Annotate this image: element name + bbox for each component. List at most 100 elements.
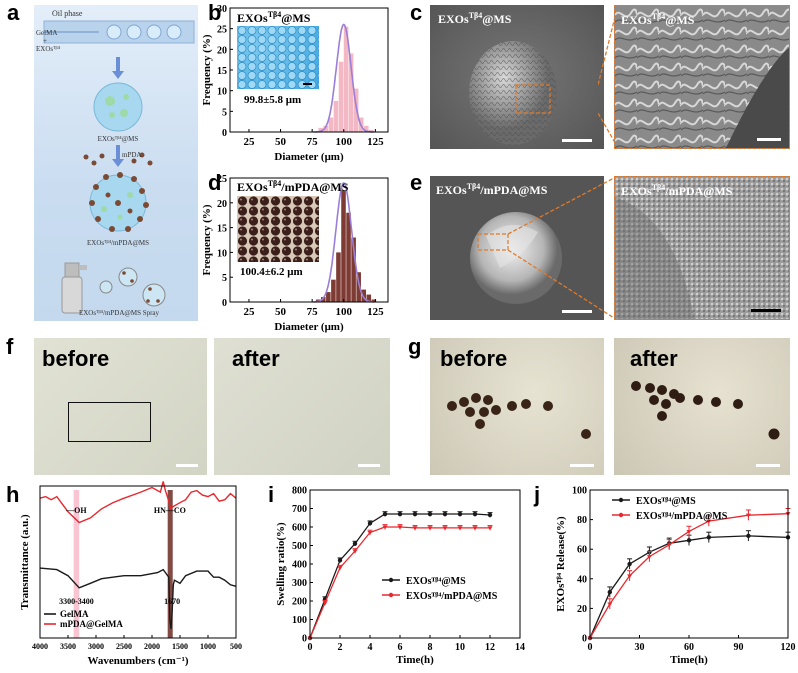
- microsphere-sem-c: [469, 41, 592, 145]
- panel-label-i: i: [268, 482, 275, 507]
- histogram-bar: [363, 125, 369, 132]
- histogram-bar: [338, 61, 344, 132]
- x-tick-label: 75: [307, 306, 319, 318]
- histogram-bar: [343, 26, 349, 133]
- x-tick-label: 4: [368, 642, 373, 653]
- y-tick-label: 0: [222, 128, 227, 139]
- x-tick-label: 60: [684, 642, 694, 653]
- scale-bar-f-before: [176, 464, 198, 467]
- title-c-left: EXOsTβ4@MS: [438, 11, 512, 26]
- data-point: [627, 561, 632, 567]
- data-point: [337, 558, 343, 563]
- panel-label-a: a: [7, 0, 20, 25]
- data-point: [367, 521, 373, 526]
- data-point: [427, 526, 433, 531]
- y-tick-label: 80: [577, 515, 587, 526]
- sem-image-e-right: EXOsTβ4/mPDA@MS: [614, 176, 790, 320]
- legend-marker: [388, 577, 394, 583]
- data-point: [322, 601, 328, 606]
- x-tick-label: 120: [781, 642, 796, 653]
- legend-marker: [618, 497, 624, 503]
- porous-texture-e: [615, 177, 789, 319]
- x-axis-label: Wavenumbers (cm⁻¹): [87, 655, 188, 667]
- data-point: [337, 566, 343, 571]
- schematic-drawing: [43, 20, 195, 314]
- data-point: [442, 511, 448, 517]
- y-tick-label: 5: [222, 273, 227, 284]
- plot-frame: [229, 177, 389, 303]
- x-tick-label: 100: [336, 306, 353, 318]
- plot-frame: [39, 485, 237, 639]
- x-axis-label: Diameter (μm): [274, 151, 344, 163]
- x-tick-label: 4000: [32, 642, 48, 651]
- data-point: [352, 541, 358, 546]
- oil-phase-label: Oil phase: [52, 9, 83, 18]
- y-tick-label: 100: [292, 615, 307, 626]
- plus-label: +: [43, 37, 47, 45]
- y-tick-label: 40: [577, 574, 587, 585]
- data-point: [487, 512, 493, 518]
- y-tick-label: 15: [217, 224, 227, 235]
- histogram-bar: [356, 272, 361, 302]
- data-point: [487, 526, 493, 531]
- y-tick-label: 25: [217, 25, 227, 36]
- histogram-bar: [328, 117, 334, 132]
- x-axis-label: Time(h): [670, 654, 708, 666]
- data-point: [666, 543, 672, 548]
- panel-label-j: j: [534, 482, 541, 507]
- data-point: [442, 526, 448, 531]
- after-label-g: after: [630, 346, 678, 371]
- x-tick-label: 1000: [200, 642, 216, 651]
- ftir-chart-h: 4000 3500 3000 2500 2000 1500 1000 500 Wavenumbe…: [19, 481, 242, 667]
- data-point: [627, 574, 633, 579]
- histogram-bar: [366, 294, 372, 302]
- y-axis-label: Transmittance (a.u.): [19, 514, 31, 610]
- histogram-bar: [369, 129, 374, 132]
- before-label-f: before: [42, 346, 110, 371]
- panel-label-c: c: [410, 0, 423, 25]
- data-point: [412, 511, 418, 517]
- title-e-right: EXOsTβ4/mPDA@MS: [621, 183, 733, 198]
- panel-label-b: b: [208, 0, 222, 25]
- histogram-bar: [351, 237, 356, 302]
- annotation-oh-range: 3300-3400: [59, 597, 94, 606]
- x-tick-label: 75: [307, 136, 319, 148]
- spectrum-line: [39, 481, 237, 524]
- mpda-label: mPDA: [122, 151, 142, 159]
- legend-marker: [388, 592, 394, 598]
- data-point: [706, 535, 711, 540]
- wrinkle-texture-c: [615, 6, 789, 148]
- microsphere-pattern-b: [237, 26, 319, 89]
- panel-label-f: f: [6, 334, 14, 359]
- oh-band-highlight: [73, 490, 80, 638]
- size-label-b: 99.8±5.8 μm: [244, 94, 302, 106]
- data-point: [382, 511, 388, 517]
- x-tick-label: 12: [485, 642, 495, 653]
- y-tick-label: 0: [582, 634, 587, 645]
- legend-label: EXOsᵀᵝ⁴/mPDA@MS: [406, 591, 498, 602]
- data-point: [457, 511, 463, 517]
- microsphere-sem-e: [470, 212, 592, 313]
- data-point: [457, 526, 463, 531]
- inset-photo-b: [237, 26, 319, 89]
- x-tick-label: 0: [588, 642, 593, 653]
- exos-label: EXOsᵀᵝ⁴: [36, 45, 61, 53]
- data-point: [382, 525, 388, 530]
- histogram-b: 25 50 75 100 125 0 5 10 15 20 25 30 Diameter (μm) Fre…: [201, 4, 389, 163]
- legend-label: EXOsᵀᵝ⁴@MS: [406, 576, 466, 587]
- y-tick-label: 60: [577, 545, 587, 556]
- x-tick-label: 50: [275, 306, 287, 318]
- microspheres-g-before: [447, 393, 594, 467]
- y-tick-label: 400: [292, 560, 307, 571]
- x-tick-label: 30: [635, 642, 645, 653]
- x-tick-label: 3000: [88, 642, 104, 651]
- data-point: [472, 511, 478, 517]
- sem-image-c-right: EXOsTβ4@MS: [614, 5, 790, 149]
- gaussian-fit-line: [313, 23, 375, 133]
- x-tick-label: 3500: [60, 642, 76, 651]
- y-tick-label: 25: [217, 174, 227, 185]
- y-axis-label: Frequency (%): [201, 204, 213, 275]
- x-tick-label: 1500: [172, 642, 188, 651]
- x-tick-label: 25: [243, 306, 255, 318]
- skin-photo-g-after: after: [614, 338, 790, 475]
